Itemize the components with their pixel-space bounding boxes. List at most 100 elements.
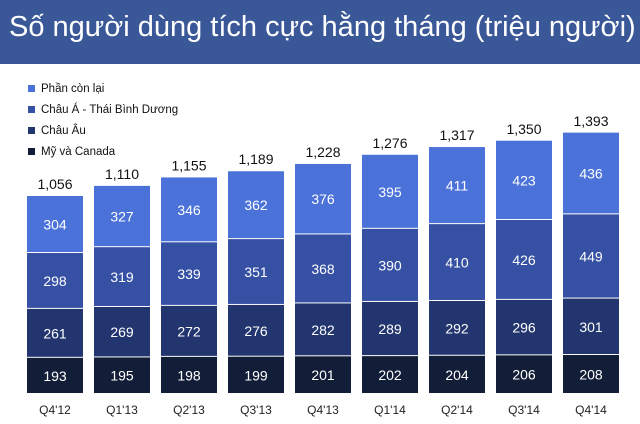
bar-segment-apac (429, 224, 485, 300)
x-tick-label: Q4'13 (307, 403, 339, 417)
bar-segment-europe (161, 305, 217, 356)
x-tick-label: Q1'14 (374, 403, 406, 417)
bar-segment-apac (496, 220, 552, 299)
segment-value-label: 362 (244, 197, 268, 213)
bar-segment-europe (295, 303, 351, 356)
bar-segment-apac (362, 228, 418, 301)
segment-value-label: 339 (177, 266, 201, 282)
legend-item-apac: Châu Á - Thái Bình Dương (28, 99, 178, 120)
bar-segment-rest (563, 132, 619, 214)
segment-value-label: 193 (43, 368, 67, 384)
bar-total-label: 1,056 (37, 176, 72, 192)
x-tick-label: Q4'12 (39, 403, 71, 417)
chart-title: Số người dùng tích cực hằng tháng (triệu… (9, 11, 636, 43)
segment-value-label: 289 (378, 321, 402, 337)
bar-segment-us-canada (496, 355, 552, 393)
legend-item-rest: Phần còn lại (28, 78, 178, 99)
segment-value-label: 346 (177, 202, 201, 218)
segment-value-label: 202 (378, 367, 402, 383)
legend-label-europe: Châu Âu (41, 124, 86, 137)
segment-value-label: 395 (378, 184, 402, 200)
segment-value-label: 368 (311, 261, 335, 277)
bar-segment-europe (362, 301, 418, 356)
segment-value-label: 208 (579, 367, 603, 383)
bar-total-label: 1,189 (238, 151, 273, 167)
segment-value-label: 296 (512, 320, 536, 336)
title-bar: Số người dùng tích cực hằng tháng (triệu… (0, 0, 640, 64)
bar-segment-europe (429, 301, 485, 355)
bar-segment-europe (563, 298, 619, 354)
bar-segment-apac (228, 239, 284, 304)
legend-swatch-apac (28, 106, 35, 113)
bar-total-label: 1,393 (573, 113, 608, 129)
segment-value-label: 304 (43, 217, 67, 233)
bar-segment-apac (563, 214, 619, 298)
legend-swatch-europe (28, 127, 35, 134)
segment-value-label: 298 (43, 273, 67, 289)
legend-label-apac: Châu Á - Thái Bình Dương (41, 103, 179, 116)
bar-segment-us-canada (27, 357, 83, 393)
bar-segment-rest (496, 140, 552, 219)
legend-item-us-canada: Mỹ và Canada (28, 141, 178, 162)
segment-value-label: 201 (311, 367, 335, 383)
x-tick-label: Q2'14 (441, 403, 473, 417)
bar-segment-europe (496, 299, 552, 355)
legend-item-europe: Châu Âu (28, 120, 178, 141)
bar-segment-rest (362, 154, 418, 228)
segment-value-label: 449 (579, 248, 603, 264)
bar-total-label: 1,350 (506, 121, 541, 137)
segment-value-label: 351 (244, 264, 268, 280)
bar-segment-us-canada (295, 356, 351, 393)
segment-value-label: 269 (110, 324, 134, 340)
bar-total-label: 1,276 (372, 135, 407, 151)
segment-value-label: 261 (43, 325, 67, 341)
x-tick-label: Q1'13 (106, 403, 138, 417)
bar-segment-rest (228, 171, 284, 239)
segment-value-label: 272 (177, 323, 201, 339)
segment-value-label: 423 (512, 172, 536, 188)
segment-value-label: 436 (579, 166, 603, 182)
bar-segment-us-canada (362, 356, 418, 393)
segment-value-label: 410 (445, 255, 469, 271)
segment-value-label: 327 (110, 209, 134, 225)
bar-segment-rest (94, 185, 150, 247)
segment-value-label: 199 (244, 367, 268, 383)
bar-total-label: 1,228 (305, 144, 340, 160)
legend-label-rest: Phần còn lại (41, 82, 105, 95)
legend-swatch-us-canada (28, 148, 35, 155)
bar-segment-apac (27, 253, 83, 308)
bar-total-label: 1,317 (439, 127, 474, 143)
stacked-bar-chart: 193 261 298 304 1,056 Q4'12 195 269 319 327 1,110 Q… (27, 113, 619, 417)
bar-total-label: 1,155 (171, 157, 206, 173)
bar-segment-rest (161, 177, 217, 242)
bar-segment-europe (27, 308, 83, 357)
segment-value-label: 292 (445, 320, 469, 336)
bar-segment-apac (94, 247, 150, 306)
bar-segment-us-canada (228, 356, 284, 393)
bar-segment-us-canada (161, 356, 217, 393)
bar-segment-rest (295, 163, 351, 234)
segment-value-label: 376 (311, 191, 335, 207)
x-tick-label: Q4'14 (575, 403, 607, 417)
segment-value-label: 426 (512, 252, 536, 268)
x-tick-label: Q3'14 (508, 403, 540, 417)
bar-segment-us-canada (563, 355, 619, 393)
segment-value-label: 198 (177, 367, 201, 383)
segment-value-label: 195 (110, 368, 134, 384)
segment-value-label: 206 (512, 367, 536, 383)
segment-value-label: 276 (244, 323, 268, 339)
bar-segment-europe (228, 304, 284, 356)
legend: Phần còn lại Châu Á - Thái Bình Dương Ch… (28, 78, 178, 162)
segment-value-label: 390 (378, 257, 402, 273)
legend-label-us-canada: Mỹ và Canada (41, 145, 116, 158)
bar-segment-us-canada (429, 355, 485, 393)
bar-segment-us-canada (94, 357, 150, 393)
bar-segment-apac (161, 242, 217, 305)
bar-segment-rest (429, 147, 485, 224)
x-tick-label: Q3'13 (240, 403, 272, 417)
segment-value-label: 204 (445, 367, 469, 383)
segment-value-label: 411 (446, 178, 469, 194)
x-tick-label: Q2'13 (173, 403, 205, 417)
bar-segment-rest (27, 196, 83, 252)
bar-total-label: 1,110 (105, 166, 139, 182)
